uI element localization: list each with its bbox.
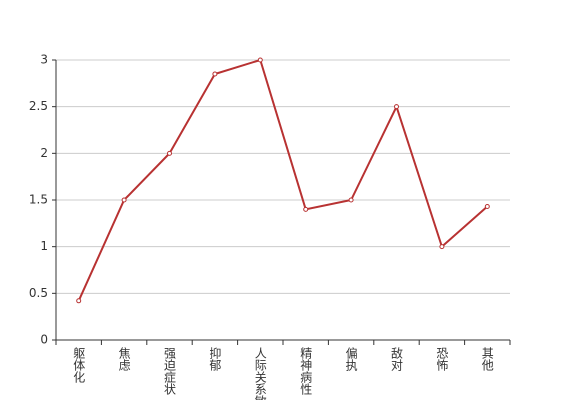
point: [394, 104, 399, 110]
y-tick-label: 2.5: [29, 99, 48, 113]
x-tick-label: 焦虑: [117, 347, 131, 371]
point: [121, 197, 127, 203]
x-tick-label: 敌对: [390, 346, 404, 371]
x-tick-label: 人际关系敏感: [253, 347, 267, 400]
y-tick-label: 2: [40, 146, 48, 160]
y-tick-label: 0: [40, 333, 48, 347]
x-tick-label: 偏执: [344, 346, 358, 372]
x-tick-label: 抑郁: [208, 346, 222, 372]
y-tick-label: 1: [40, 239, 48, 253]
x-tick-label: 恐怖: [435, 347, 449, 371]
point: [212, 71, 218, 77]
point: [484, 204, 490, 210]
x-tick-label: 躯体化: [72, 346, 86, 384]
point: [348, 197, 354, 203]
point: [439, 244, 445, 250]
point: [167, 150, 172, 156]
y-tick-label: 3: [40, 53, 48, 67]
y-tick-label: 1.5: [29, 193, 48, 207]
point: [303, 206, 309, 212]
point: [257, 57, 263, 63]
x-tick-label: 其他: [480, 347, 494, 371]
x-tick-label: 强迫症状: [163, 347, 177, 395]
x-tick-label: 精神病性: [299, 347, 313, 396]
line: [77, 58, 488, 302]
point: [76, 298, 82, 304]
y-tick-label: 0.5: [29, 286, 48, 300]
